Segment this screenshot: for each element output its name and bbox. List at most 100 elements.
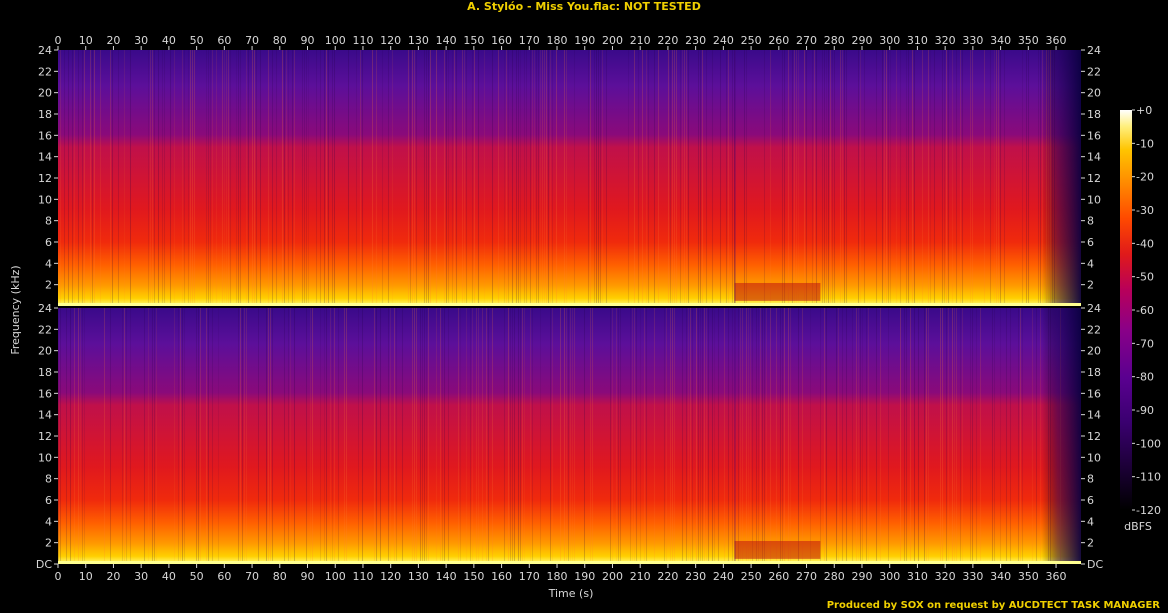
texture-stripe (590, 308, 591, 564)
x-tick-label: 20 (106, 34, 120, 47)
colorbar-tick-label: -60 (1136, 304, 1154, 317)
texture-stripe (550, 50, 551, 306)
texture-stripe (962, 308, 963, 564)
texture-stripe (188, 50, 189, 306)
y-tick-label: 24 (38, 44, 52, 57)
texture-stripe (896, 50, 897, 306)
texture-stripe (574, 50, 575, 306)
x-tick-label: 220 (657, 34, 678, 47)
texture-stripe (482, 308, 483, 564)
texture-stripe (1038, 50, 1039, 306)
texture-stripe (182, 50, 183, 306)
texture-stripe (402, 308, 403, 564)
texture-stripe (212, 50, 213, 306)
texture-stripe (654, 50, 655, 306)
x-tick-label: 110 (352, 570, 373, 583)
x-axis-bottom: 0 10 20 30 40 50 60 70 80 90 100 110 120 130 140 150 160… (55, 564, 1067, 583)
texture-stripe (356, 50, 357, 306)
texture-stripe (970, 50, 971, 306)
texture-stripe (226, 50, 227, 306)
texture-stripe (940, 308, 941, 564)
texture-stripe (474, 50, 475, 306)
texture-stripe (184, 50, 185, 306)
texture-stripe (852, 308, 853, 564)
texture-stripe (72, 50, 73, 306)
colorbar: +0 -10 -20 -30 -40 -50 -60 -70 -80 -90 -100 -110 -12… (1120, 104, 1161, 533)
texture-stripe (1000, 50, 1001, 306)
texture-stripe (458, 308, 459, 564)
texture-stripe (344, 308, 345, 564)
texture-stripe (588, 50, 589, 306)
texture-stripe (630, 308, 631, 564)
texture-stripe (646, 308, 647, 564)
texture-stripe (832, 50, 833, 306)
texture-stripe (980, 308, 981, 564)
plot-area (58, 50, 1081, 564)
texture-stripe (412, 50, 413, 306)
texture-stripe (998, 50, 999, 306)
texture-stripe (396, 308, 397, 564)
texture-stripe (674, 308, 675, 564)
x-tick-label: 360 (1046, 570, 1067, 583)
texture-stripe (374, 308, 375, 564)
texture-stripe (1026, 50, 1027, 306)
texture-stripe (118, 50, 119, 306)
x-tick-label: 80 (273, 34, 287, 47)
x-tick-label: 210 (630, 570, 651, 583)
texture-stripe (674, 50, 675, 306)
texture-stripe (1032, 308, 1033, 564)
texture-stripe (290, 308, 291, 564)
texture-stripe (914, 308, 915, 564)
texture-stripe (228, 50, 229, 306)
texture-stripe (522, 308, 523, 564)
x-tick-label: 310 (907, 34, 928, 47)
texture-stripe (284, 308, 285, 564)
texture-stripe (704, 308, 705, 564)
texture-stripe (304, 50, 305, 306)
x-tick-label: 350 (1018, 34, 1039, 47)
texture-stripe (946, 308, 947, 564)
x-tick-label: 360 (1046, 34, 1067, 47)
texture-stripe (550, 308, 551, 564)
texture-stripe (532, 50, 533, 306)
texture-stripe (452, 50, 453, 306)
texture-stripe (326, 308, 327, 564)
texture-stripe (748, 308, 749, 564)
texture-stripe (670, 50, 671, 306)
texture-stripe (74, 308, 75, 564)
texture-stripe (804, 50, 805, 306)
texture-stripe (880, 308, 881, 564)
texture-stripe (572, 308, 573, 564)
texture-stripe (526, 50, 527, 306)
texture-stripe (476, 308, 477, 564)
texture-stripe (790, 308, 791, 564)
texture-stripe (372, 50, 373, 306)
y-tick-label: 8 (45, 215, 52, 228)
texture-stripe (80, 308, 81, 564)
texture-stripe (666, 308, 667, 564)
texture-stripe (780, 308, 781, 564)
texture-stripe (152, 308, 153, 564)
texture-stripe (636, 308, 637, 564)
texture-stripe (456, 50, 457, 306)
y-tick-label: DC (36, 558, 52, 571)
y-tick-label: 20 (1087, 87, 1101, 100)
channel-1-spectrogram (58, 50, 1081, 306)
texture-stripe (698, 50, 699, 306)
texture-stripe (948, 50, 949, 306)
y-tick-label: 6 (1087, 236, 1094, 249)
texture-stripe (788, 308, 789, 564)
texture-stripe (646, 50, 647, 306)
y-tick-label: 6 (45, 236, 52, 249)
texture-stripe (628, 50, 629, 306)
texture-stripe (244, 308, 245, 564)
texture-stripe (888, 50, 889, 306)
transition-line (734, 50, 736, 306)
x-tick-label: 0 (55, 34, 62, 47)
texture-stripe (948, 308, 949, 564)
texture-stripe (530, 308, 531, 564)
texture-stripe (492, 308, 493, 564)
texture-stripe (294, 50, 295, 306)
texture-stripe (454, 50, 455, 306)
texture-stripe (756, 308, 757, 564)
